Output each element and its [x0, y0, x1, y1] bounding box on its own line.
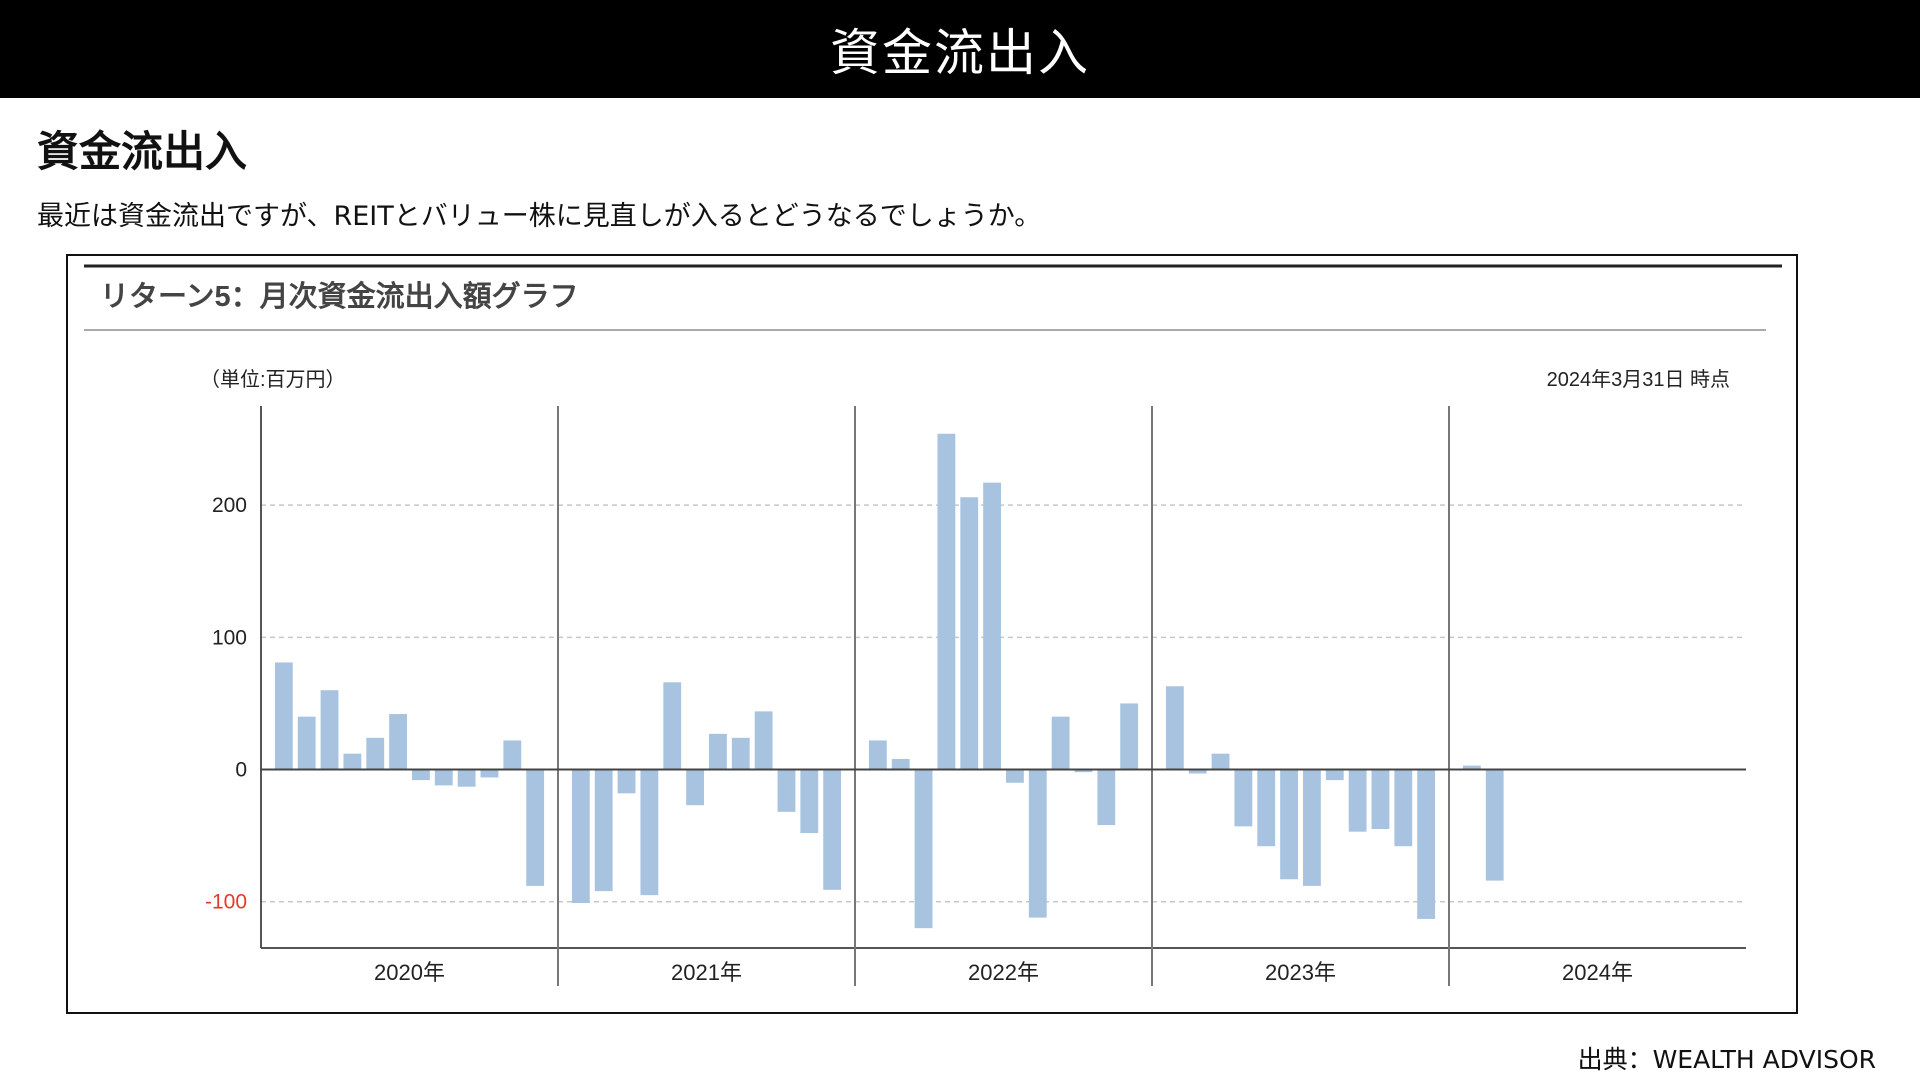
bar: [389, 714, 407, 770]
unit-label: （単位:百万円）: [200, 368, 346, 391]
bar: [1028, 769, 1047, 918]
bar: [823, 769, 842, 890]
chart-frame: リターン5：月次資金流出入額グラフ （単位:百万円） 2024年3月31日 時点 20…: [66, 254, 1798, 1014]
bar: [1394, 769, 1413, 847]
bar: [343, 753, 362, 770]
header-bar: 資金流出入: [0, 0, 1920, 98]
chart-title: リターン5：月次資金流出入額グラフ: [100, 279, 579, 313]
bar: [617, 769, 636, 794]
bar: [1051, 716, 1070, 770]
bar: [297, 716, 316, 770]
bar: [1074, 769, 1093, 773]
bar: [1325, 769, 1344, 781]
bar: [457, 769, 476, 787]
bar: [1165, 686, 1184, 770]
bar: [937, 433, 956, 770]
header-title: 資金流出入: [830, 24, 1090, 82]
bar: [1280, 769, 1298, 880]
bar: [891, 758, 910, 770]
bar: [1462, 765, 1481, 770]
bar: [640, 769, 659, 896]
y-tick-label: 200: [212, 494, 247, 517]
section-heading: 資金流出入: [37, 127, 248, 176]
y-tick-label: -100: [205, 891, 247, 914]
bar: [1188, 769, 1207, 774]
bar: [983, 482, 1001, 770]
x-tick-label: 2024年: [1562, 960, 1633, 985]
bar: [1006, 769, 1024, 783]
bar: [1257, 769, 1276, 847]
bar: [663, 682, 682, 770]
bar: [868, 740, 887, 770]
bar: [731, 737, 750, 770]
bar: [274, 662, 293, 770]
y-tick-label: 100: [212, 626, 247, 649]
bar: [1211, 753, 1230, 770]
bar: [503, 740, 522, 770]
bar: [366, 737, 385, 770]
bar: [1097, 769, 1116, 826]
bar: [526, 769, 545, 886]
bar: [412, 769, 430, 781]
x-tick-label: 2020年: [374, 960, 445, 985]
bar: [686, 769, 704, 806]
monthly-flow-chart: リターン5：月次資金流出入額グラフ （単位:百万円） 2024年3月31日 時点 20…: [84, 264, 1782, 986]
section-description: 最近は資金流出ですが、REITとバリュー株に見直しが入るとどうなるでしょうか。: [37, 201, 1042, 232]
bar: [800, 769, 819, 833]
bar: [480, 769, 499, 778]
bar: [1417, 769, 1436, 919]
bar: [960, 497, 979, 770]
bar: [571, 769, 590, 904]
bar: [1485, 769, 1504, 881]
as-of-label: 2024年3月31日 時点: [1547, 368, 1730, 391]
x-tick-label: 2022年: [968, 960, 1039, 985]
bar: [777, 769, 796, 812]
x-tick-label: 2021年: [671, 960, 742, 985]
x-tick-label: 2023年: [1265, 960, 1336, 985]
source-credit: 出典：WEALTH ADVISOR: [1577, 1045, 1876, 1074]
bar: [1371, 769, 1390, 830]
bar: [434, 769, 453, 786]
bar: [1120, 703, 1139, 770]
bar: [594, 769, 613, 892]
bar: [1234, 769, 1253, 827]
bar: [709, 733, 727, 770]
bar: [754, 711, 773, 770]
y-tick-label: 0: [235, 759, 247, 782]
bar: [1348, 769, 1367, 832]
bar: [320, 690, 339, 770]
bar: [914, 769, 933, 929]
bar: [1303, 769, 1321, 886]
